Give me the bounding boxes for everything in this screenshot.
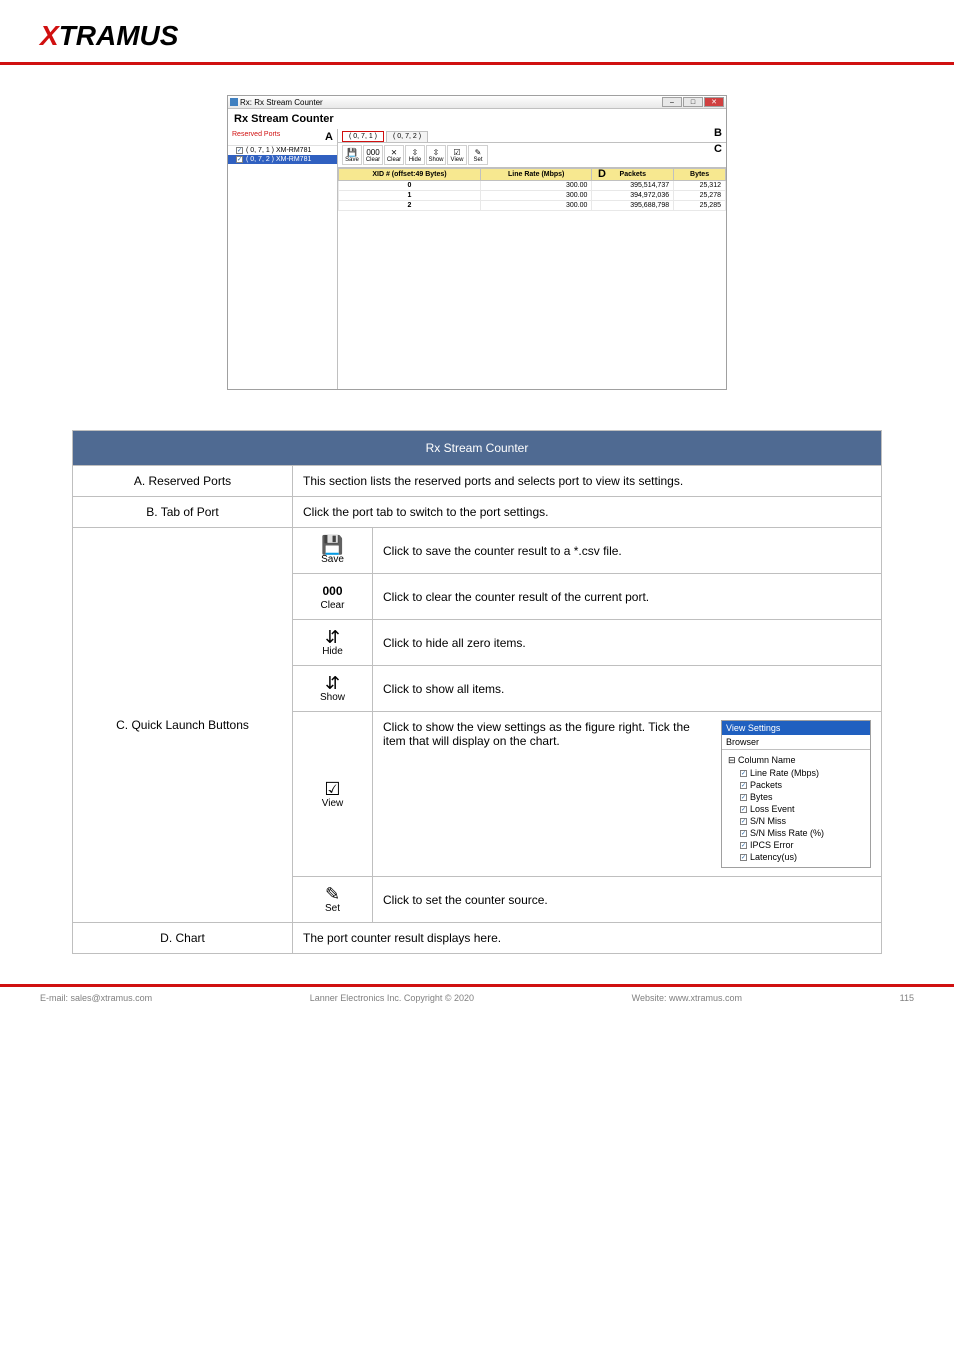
view-settings-popup: View SettingsBrowser ⊟ Column Name✓Line R… <box>721 720 871 868</box>
sidebar: Reserved Ports A ✓( 0, 7, 1 ) XM-RM781✓(… <box>228 129 338 389</box>
grid-cell: 25,312 <box>674 181 726 191</box>
grid-cell: 2 <box>339 201 481 211</box>
grid-cell: 300.00 <box>480 201 591 211</box>
toolbar-button[interactable]: ✎Set <box>468 145 488 165</box>
sidebar-port-item[interactable]: ✓( 0, 7, 1 ) XM-RM781 <box>228 146 337 155</box>
footer-right: Website: www.xtramus.com <box>632 993 742 1003</box>
logo-rest: TRAMUS <box>59 20 179 51</box>
logo: XTRAMUS <box>40 20 178 51</box>
description-table: Rx Stream Counter A. Reserved PortsThis … <box>72 430 882 954</box>
footer-center: Lanner Electronics Inc. Copyright © 2020 <box>310 993 474 1003</box>
grid-cell: 25,278 <box>674 191 726 201</box>
tab-bar: ( 0, 7, 1 )( 0, 7, 2 ) B <box>338 129 726 143</box>
grid-cell: 0 <box>339 181 481 191</box>
popup-browser-label: Browser <box>722 735 870 750</box>
app-window: Rx: Rx Stream Counter – □ ✕ Rx Stream Co… <box>227 95 727 390</box>
spec-cell: B. Tab of Port <box>73 497 293 528</box>
grid-cell: 1 <box>339 191 481 201</box>
spec-cell: C. Quick Launch Buttons <box>73 528 293 923</box>
window-titlebar: Rx: Rx Stream Counter – □ ✕ <box>228 96 726 109</box>
popup-item[interactable]: ✓S/N Miss <box>726 815 866 827</box>
desc-cell: Click to show all items. <box>373 666 882 712</box>
grid-cell: 300.00 <box>480 181 591 191</box>
maximize-button[interactable]: □ <box>683 97 703 107</box>
sidebar-port-item[interactable]: ✓( 0, 7, 2 ) XM-RM781 <box>228 155 337 164</box>
footer-left: E-mail: sales@xtramus.com <box>40 993 152 1003</box>
grid-column-header: XID # (offset:49 Bytes) <box>339 169 481 181</box>
spec-cell: D. Chart <box>73 923 293 954</box>
main-area: ( 0, 7, 1 )( 0, 7, 2 ) B 💾Save000Clear⨯Cl… <box>338 129 726 389</box>
toolbar-button[interactable]: ⇳Hide <box>405 145 425 165</box>
grid-cell: 300.00 <box>480 191 591 201</box>
icon-cell: ⇵Hide <box>293 620 373 666</box>
port-label: ( 0, 7, 1 ) XM-RM781 <box>246 147 311 154</box>
screenshot-section: Rx: Rx Stream Counter – □ ✕ Rx Stream Co… <box>0 65 954 420</box>
grid-row: 2300.00395,688,79825,285 <box>339 201 726 211</box>
icon-cell: 000Clear <box>293 574 373 620</box>
table-title: Rx Stream Counter <box>73 431 882 466</box>
port-label: ( 0, 7, 2 ) XM-RM781 <box>246 156 311 163</box>
popup-item[interactable]: ✓S/N Miss Rate (%) <box>726 827 866 839</box>
desc-cell: Click the port tab to switch to the port… <box>293 497 882 528</box>
popup-item[interactable]: ✓IPCS Error <box>726 839 866 851</box>
port-tab[interactable]: ( 0, 7, 2 ) <box>386 131 428 142</box>
toolbar-button[interactable]: ⨯Clear <box>384 145 404 165</box>
grid-cell: 395,688,798 <box>592 201 674 211</box>
data-grid: XID # (offset:49 Bytes)Line Rate (Mbps)P… <box>338 168 726 211</box>
popup-item[interactable]: ✓Packets <box>726 779 866 791</box>
grid-wrap: D XID # (offset:49 Bytes)Line Rate (Mbps… <box>338 168 726 211</box>
grid-cell: 394,972,036 <box>592 191 674 201</box>
checkbox-icon[interactable]: ✓ <box>236 156 243 163</box>
desc-cell: Click to set the counter source. <box>373 877 882 923</box>
grid-cell: 395,514,737 <box>592 181 674 191</box>
page-footer: E-mail: sales@xtramus.com Lanner Electro… <box>0 984 954 1009</box>
callout-b: B <box>714 127 722 139</box>
popup-item[interactable]: ✓Loss Event <box>726 803 866 815</box>
page-header: XTRAMUS <box>0 0 954 65</box>
desc-cell: Click to clear the counter result of the… <box>373 574 882 620</box>
toolbar: 💾Save000Clear⨯Clear⇳Hide⇳Show☑View✎Set C <box>338 143 726 168</box>
toolbar-button[interactable]: ☑View <box>447 145 467 165</box>
grid-row: 1300.00394,972,03625,278 <box>339 191 726 201</box>
callout-d: D <box>598 168 606 180</box>
desc-cell: Click to show the view settings as the f… <box>373 712 882 877</box>
window-title: Rx: Rx Stream Counter <box>240 98 323 107</box>
popup-item[interactable]: ✓Bytes <box>726 791 866 803</box>
callout-a: A <box>325 131 333 143</box>
popup-item[interactable]: ✓Line Rate (Mbps) <box>726 767 866 779</box>
desc-cell: Click to hide all zero items. <box>373 620 882 666</box>
grid-cell: 25,285 <box>674 201 726 211</box>
port-tab[interactable]: ( 0, 7, 1 ) <box>342 131 384 142</box>
close-button[interactable]: ✕ <box>704 97 724 107</box>
popup-title: View Settings <box>722 721 870 735</box>
grid-row: 0300.00395,514,73725,312 <box>339 181 726 191</box>
desc-cell: The port counter result displays here. <box>293 923 882 954</box>
grid-column-header: Line Rate (Mbps) <box>480 169 591 181</box>
icon-cell: ⇵Show <box>293 666 373 712</box>
popup-root: ⊟ Column Name <box>726 754 866 767</box>
toolbar-button[interactable]: 💾Save <box>342 145 362 165</box>
app-icon <box>230 98 238 106</box>
logo-x: X <box>40 20 59 51</box>
toolbar-button[interactable]: 000Clear <box>363 145 383 165</box>
desc-text: Click to show the view settings as the f… <box>383 720 703 748</box>
icon-cell: ☑View <box>293 712 373 877</box>
checkbox-icon[interactable]: ✓ <box>236 147 243 154</box>
spec-cell: A. Reserved Ports <box>73 466 293 497</box>
icon-cell: 💾Save <box>293 528 373 574</box>
minimize-button[interactable]: – <box>662 97 682 107</box>
page-number: 115 <box>900 993 914 1003</box>
callout-c: C <box>714 143 722 155</box>
toolbar-button[interactable]: ⇳Show <box>426 145 446 165</box>
icon-cell: ✎Set <box>293 877 373 923</box>
grid-column-header: Bytes <box>674 169 726 181</box>
popup-item[interactable]: ✓Latency(us) <box>726 851 866 863</box>
desc-cell: This section lists the reserved ports an… <box>293 466 882 497</box>
desc-cell: Click to save the counter result to a *.… <box>373 528 882 574</box>
sidebar-heading: Reserved Ports <box>232 131 280 143</box>
window-subtitle: Rx Stream Counter <box>228 109 726 129</box>
